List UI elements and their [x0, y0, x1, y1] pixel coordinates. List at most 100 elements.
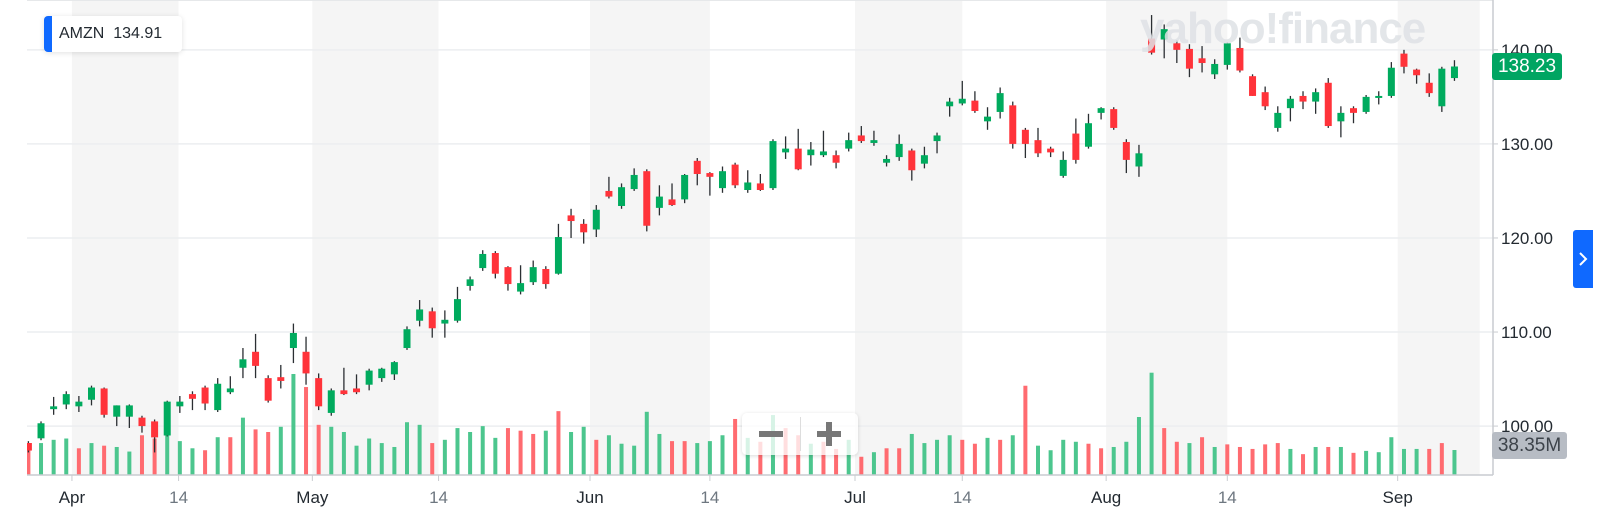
candle-body — [1312, 92, 1320, 102]
candle-body — [340, 390, 348, 395]
candle — [630, 168, 638, 191]
zoom-divider — [799, 417, 801, 451]
volume-bar — [543, 430, 548, 475]
x-tick-label: 14 — [953, 488, 972, 507]
candle-body — [252, 351, 260, 366]
candle-body — [807, 149, 815, 156]
candle-body — [756, 183, 764, 190]
x-tick-label: May — [296, 488, 329, 507]
volume-bar — [127, 451, 132, 475]
candle — [62, 391, 70, 410]
volume-bar — [720, 435, 725, 475]
candle-body — [971, 100, 979, 111]
candle-body — [782, 148, 790, 153]
volume-bar — [682, 441, 687, 475]
candle — [1400, 49, 1408, 74]
x-tick-label: Aug — [1091, 488, 1121, 507]
candle — [226, 376, 234, 395]
volume-bar — [278, 426, 283, 475]
candle — [453, 286, 461, 323]
volume-bar — [341, 431, 346, 475]
volume-bar — [594, 439, 599, 475]
candle — [214, 378, 222, 412]
volume-bar — [417, 424, 422, 475]
candle-body — [1400, 53, 1408, 67]
candle-body — [895, 143, 903, 158]
volume-bar — [64, 438, 69, 475]
candle-body — [1236, 47, 1244, 71]
candle-body — [946, 101, 954, 107]
candle-body — [138, 417, 146, 427]
candle — [529, 260, 537, 285]
candle — [75, 395, 83, 412]
candle — [113, 405, 121, 427]
candle-body — [289, 332, 297, 349]
candle-body — [365, 370, 373, 385]
candle-body — [453, 299, 461, 321]
expand-panel-button[interactable] — [1573, 230, 1593, 288]
candle-body — [1261, 92, 1269, 107]
ticker-legend[interactable]: AMZN 134.91 — [44, 16, 182, 52]
volume-bar — [1200, 437, 1205, 475]
candle-body — [201, 387, 209, 404]
candle — [946, 97, 954, 117]
candle-body — [1387, 67, 1395, 96]
volume-bar — [1237, 446, 1242, 475]
candle — [176, 395, 184, 413]
y-tick-label: 130.00 — [1501, 135, 1553, 154]
volume-bar — [203, 450, 208, 475]
candle — [1299, 91, 1307, 110]
x-tick-label: Jun — [576, 488, 603, 507]
volume-bar — [1225, 444, 1230, 475]
candle-body — [996, 93, 1004, 112]
volume-bar — [152, 438, 157, 475]
candle — [365, 368, 373, 391]
volume-bar — [139, 435, 144, 475]
candle-body — [529, 267, 537, 283]
candle-body — [125, 405, 133, 417]
zoom-out-button[interactable] — [742, 413, 800, 455]
candle — [719, 166, 726, 193]
x-tick-label: 14 — [700, 488, 719, 507]
volume-bar — [405, 422, 409, 475]
candle — [731, 162, 739, 189]
candle — [1072, 118, 1080, 164]
candle-body — [1110, 109, 1118, 128]
volume-bar — [1414, 448, 1419, 475]
candle-body — [151, 421, 159, 438]
candle — [883, 155, 891, 167]
candle — [201, 385, 209, 411]
candle — [302, 336, 310, 385]
candle — [1286, 95, 1294, 122]
volume-bar — [581, 426, 586, 475]
candle — [340, 367, 348, 396]
candle — [125, 404, 133, 428]
candle — [756, 174, 764, 191]
candle — [1047, 146, 1055, 158]
candle-body — [731, 164, 739, 186]
candle-body — [819, 151, 827, 156]
volume-bar — [796, 435, 801, 475]
volume-bar — [329, 426, 334, 475]
candle-body — [491, 253, 499, 274]
candle — [1387, 62, 1395, 98]
candle — [1021, 127, 1029, 159]
candle-body — [1122, 142, 1130, 160]
zoom-in-button[interactable] — [801, 413, 859, 455]
candle-body — [1324, 82, 1332, 127]
candle-body — [50, 406, 58, 410]
candle-body — [1286, 98, 1294, 109]
candle-body — [188, 394, 196, 399]
candle — [1059, 151, 1067, 178]
volume-bar — [291, 374, 296, 475]
candle-body — [1198, 58, 1206, 64]
candle-body — [655, 196, 663, 208]
volume-bar — [985, 437, 990, 475]
candle — [1211, 59, 1219, 80]
candle-body — [845, 140, 853, 149]
candle — [1148, 15, 1156, 55]
volume-bar — [518, 430, 523, 475]
candle — [554, 223, 562, 275]
